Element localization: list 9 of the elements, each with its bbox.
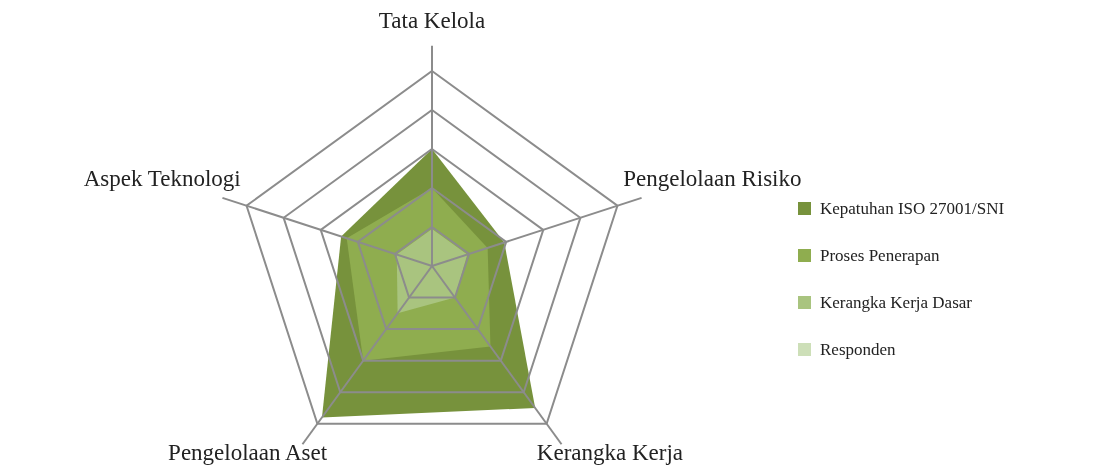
spoke-label: Aspek Teknologi — [83, 166, 241, 192]
spoke-label: Tata Kelola — [378, 8, 486, 34]
spoke-label: Kerangka Kerja — [536, 440, 684, 466]
legend-label: Responden — [820, 340, 897, 359]
legend-label: Kerangka Kerja Dasar — [820, 293, 973, 312]
spoke-label: Pengelolaan Risiko — [623, 166, 802, 192]
legend-label: Kepatuhan ISO 27001/SNI — [820, 199, 1005, 218]
legend-label: Proses Penerapan — [820, 246, 940, 265]
spoke-label: Pengelolaan Aset — [168, 440, 328, 466]
